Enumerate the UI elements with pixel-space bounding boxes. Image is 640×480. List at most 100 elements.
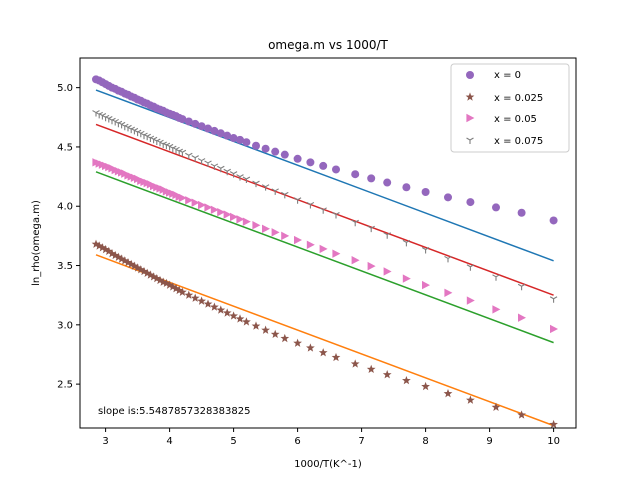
data-point (191, 198, 200, 207)
data-point (222, 308, 232, 317)
data-point (139, 266, 149, 276)
data-point (204, 203, 213, 212)
data-point (293, 197, 302, 204)
data-point (149, 272, 158, 281)
x-tick-label: 10 (547, 436, 560, 447)
x-tick-label: 9 (486, 436, 492, 447)
data-point (242, 176, 251, 183)
data-point (98, 243, 107, 252)
data-points (91, 75, 558, 429)
data-point (133, 263, 142, 272)
data-point (104, 246, 114, 256)
legend-markers (465, 71, 475, 144)
series-2 (92, 158, 558, 334)
chart-title: omega.m vs 1000/T (268, 38, 388, 52)
legend-label-3: x = 0.075 (494, 136, 543, 147)
data-point (223, 210, 232, 219)
data-point (306, 158, 315, 167)
data-point (123, 257, 133, 267)
legend-marker-2 (466, 113, 475, 123)
data-point (366, 364, 376, 374)
data-point (184, 117, 193, 126)
data-point (491, 402, 501, 411)
x-tick-label: 7 (358, 436, 364, 447)
data-point (216, 305, 226, 314)
data-point (517, 410, 526, 419)
data-point (402, 239, 411, 247)
data-point (210, 302, 219, 311)
fit-line-3 (95, 123, 554, 296)
data-point (492, 203, 500, 212)
data-point (261, 144, 270, 153)
data-point (270, 329, 280, 339)
data-point (165, 280, 174, 289)
data-point (242, 317, 251, 326)
data-point (271, 147, 280, 156)
data-point (242, 138, 251, 147)
data-point (261, 325, 270, 334)
y-tick-label: 3.0 (57, 320, 73, 331)
data-point (251, 321, 261, 330)
data-point (162, 278, 171, 288)
data-point (158, 277, 168, 286)
y-tick-label: 3.5 (57, 261, 73, 272)
data-point (421, 188, 430, 197)
data-point (197, 158, 206, 165)
data-point (101, 244, 110, 254)
data-point (117, 254, 126, 263)
x-tick-label: 3 (102, 436, 108, 447)
y-tick-label: 5.0 (57, 83, 73, 94)
data-point (217, 165, 225, 173)
data-point (332, 165, 340, 174)
data-point (210, 205, 219, 214)
data-point (492, 305, 501, 314)
data-point (402, 183, 411, 192)
legend-label-1: x = 0.025 (494, 93, 543, 104)
data-point (444, 255, 452, 263)
data-point (191, 155, 199, 162)
data-point (155, 275, 165, 285)
data-point (351, 170, 360, 179)
data-point (319, 244, 328, 254)
data-point (197, 122, 206, 131)
data-point (191, 119, 200, 128)
fit-line-1 (95, 254, 554, 427)
data-point (549, 216, 558, 225)
data-point (146, 270, 155, 279)
slope-annotation: slope is:5.5487857328383825 (98, 406, 250, 417)
legend-marker-1 (465, 92, 475, 101)
data-point (178, 193, 187, 203)
data-point (217, 207, 226, 217)
data-point (332, 212, 340, 219)
data-point (550, 324, 558, 334)
data-point (383, 232, 391, 239)
data-point (319, 161, 328, 170)
y-tick-label: 2.5 (57, 380, 73, 391)
data-point (223, 168, 231, 176)
data-point (236, 215, 245, 224)
data-point (332, 249, 341, 258)
y-tick-label: 4.5 (57, 142, 73, 153)
y-tick-label: 4.0 (57, 202, 73, 213)
data-point (178, 115, 187, 124)
data-point (318, 348, 328, 357)
data-point (293, 154, 302, 163)
data-point (383, 178, 392, 187)
data-point (184, 290, 194, 299)
data-point (230, 212, 238, 222)
data-point (306, 201, 315, 209)
legend-marker-0 (466, 71, 474, 79)
data-point (517, 208, 526, 217)
data-point (229, 171, 238, 178)
series-1 (91, 239, 558, 429)
data-point (185, 152, 193, 160)
data-point (421, 381, 430, 391)
data-point (382, 370, 392, 379)
data-point (466, 395, 475, 404)
data-point (293, 338, 302, 347)
data-point (198, 200, 206, 210)
series-3 (92, 110, 558, 303)
data-point (367, 261, 376, 271)
data-point (204, 160, 212, 167)
